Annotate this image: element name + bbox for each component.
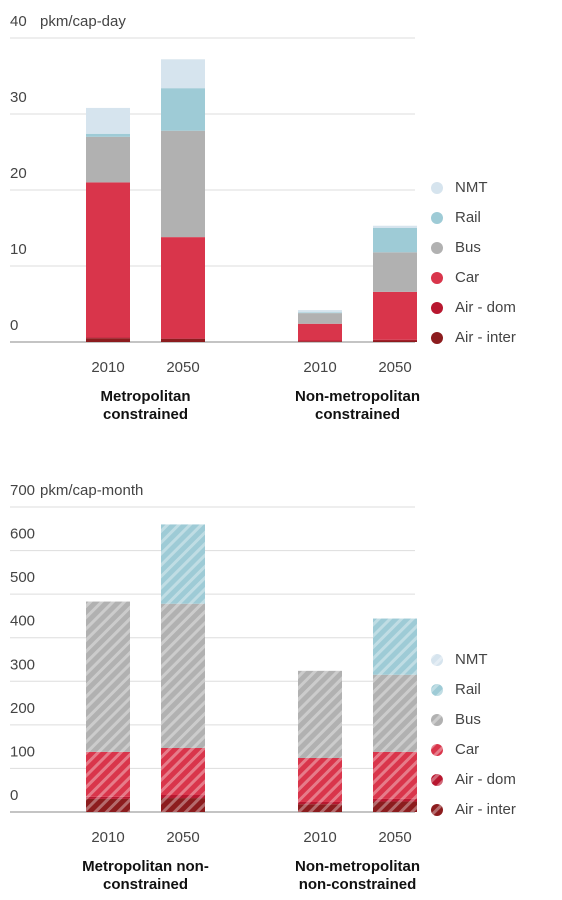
bar-segment [161,338,205,339]
group-label: Non-metropolitan non-constrained [295,858,420,893]
bar-segment [373,801,417,812]
bar-segment [373,340,417,342]
legend-label: Bus [455,239,481,256]
legend-swatch [431,182,443,194]
bar-segment [298,313,342,324]
y-tick-label: 100 [10,743,35,760]
y-axis-label: pkm/cap-day [40,13,126,30]
bar-segment [86,133,130,137]
legend-label: NMT [455,651,488,668]
legend-label: Air - inter [455,801,516,818]
legend-swatch [431,714,443,726]
legend-swatch [431,744,443,756]
bar-segment [86,796,130,799]
bar-segment [298,801,342,805]
y-tick-label: 600 [10,526,35,543]
legend-label: Rail [455,209,481,226]
bar-segment [161,338,205,342]
bar-segment [86,136,130,183]
y-tick-label: 10 [10,241,27,258]
bar-segment [86,182,130,338]
bar-segment [86,751,130,797]
bar-segment [161,798,205,812]
legend-swatch [431,774,443,786]
group-label: Metropolitan non-constrained [82,858,209,893]
legend-label: Air - dom [455,771,516,788]
legend-label: Bus [455,711,481,728]
bar-segment [86,107,130,134]
bar-segment [298,757,342,802]
bar-segment [86,337,130,339]
legend-swatch [431,654,443,666]
legend-swatch [431,272,443,284]
x-tick-label: 2050 [166,829,199,846]
bar-segment [298,340,342,342]
bar-segment [161,237,205,339]
x-tick-label: 2010 [303,359,336,376]
bar-segment [298,341,342,342]
bar-segment [373,228,417,253]
legend-label: Air - dom [455,299,516,316]
legend-swatch [431,332,443,344]
legend-label: Car [455,741,479,758]
legend-label: Rail [455,681,481,698]
legend-label: NMT [455,179,488,196]
bar-segment [161,795,205,799]
group-label: Metropolitan constrained [100,388,191,423]
bar-segment [161,88,205,131]
bar-segment [373,751,417,799]
legend-label: Car [455,269,479,286]
legend-swatch [431,804,443,816]
bar-segment [298,670,342,758]
legend-label: Air - inter [455,329,516,346]
group-label: Non-metropolitan constrained [295,388,420,423]
y-tick-label: 400 [10,613,35,630]
bar-segment [298,310,342,313]
bar-segment [298,804,342,812]
legend-swatch [431,684,443,696]
legend-swatch [431,302,443,314]
y-tick-label: 500 [10,569,35,586]
bar-segment [86,601,130,752]
bar-segment [373,798,417,802]
bar-segment [373,252,417,292]
y-tick-label: 300 [10,656,35,673]
bar-segment [161,603,205,748]
x-tick-label: 2050 [378,359,411,376]
y-tick-label: 0 [10,317,18,334]
x-tick-label: 2050 [166,359,199,376]
bar-segment [161,59,205,89]
x-tick-label: 2010 [91,829,124,846]
legend-swatch [431,212,443,224]
bar-segment [373,674,417,752]
bar-segment [373,339,417,341]
bar-segment [161,130,205,238]
bar-segment [161,524,205,604]
y-tick-label: 0 [10,787,18,804]
bar-segment [298,312,342,314]
bar-segment [373,225,417,228]
y-tick-label: 200 [10,700,35,717]
x-tick-label: 2050 [378,829,411,846]
bar-segment [373,291,417,340]
bar-segment [298,323,342,341]
bar-segment [161,747,205,796]
x-tick-label: 2010 [303,829,336,846]
bar-segment [86,798,130,812]
y-tick-label: 20 [10,165,27,182]
legend-swatch [431,242,443,254]
bar-segment [373,618,417,675]
y-tick-label: 30 [10,89,27,106]
y-tick-label: 700 [10,482,35,499]
y-tick-label: 40 [10,13,27,30]
y-axis-label: pkm/cap-month [40,482,143,499]
bar-segment [86,338,130,342]
x-tick-label: 2010 [91,359,124,376]
